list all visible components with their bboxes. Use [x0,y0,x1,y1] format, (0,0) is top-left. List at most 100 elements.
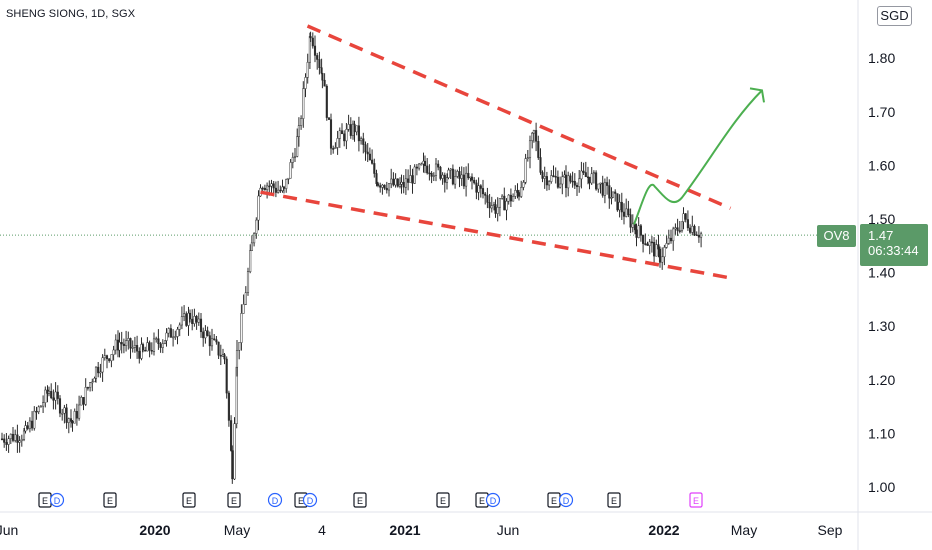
candle-body [524,158,527,183]
candle-body [329,119,333,149]
dividend-marker[interactable]: D [485,492,501,508]
candle-body [580,170,583,180]
candle-body [507,194,510,202]
marker-shape [182,492,196,508]
candle-body [697,235,700,238]
candle-body [152,338,156,352]
candle-body [136,345,139,352]
candle-body [379,185,382,188]
earnings-marker[interactable]: E [38,492,52,508]
dividend-marker[interactable]: D [49,492,65,508]
candle-body [646,243,649,246]
candle-body [52,397,55,401]
candle-body [133,345,136,348]
candle-body [539,157,542,173]
y-tick-label: 1.10 [868,425,895,441]
candle-body [311,37,314,47]
candle-body [413,166,416,184]
earnings-marker[interactable]: E [353,492,367,508]
trend-line-lower[interactable] [260,190,731,280]
candle-body [174,336,177,338]
candle-body [559,183,562,188]
marker-shape [353,492,367,508]
candle-body [669,237,673,242]
candle-body [665,243,668,248]
candle-body [187,312,190,326]
candle-body [650,241,653,244]
earnings-marker[interactable]: E [182,492,196,508]
currency-button[interactable]: SGD [877,6,912,26]
candle-body [498,198,501,208]
candle-body [584,172,587,178]
candle-body [217,341,220,356]
candle-body [255,219,258,234]
candle-body [601,182,604,196]
candle-body [131,347,134,349]
earnings-marker[interactable]: E [103,492,117,508]
candle-body [385,187,388,191]
candle-body [526,157,529,159]
candle-body [197,318,200,323]
candle-body [138,350,141,359]
candle-body [569,175,572,182]
dividend-marker[interactable]: D [302,492,318,508]
x-tick-label: Jun [0,522,18,538]
candle-body [42,402,45,407]
candle-body [332,148,335,150]
candle-body [94,366,98,379]
candle-body [610,197,613,199]
marker-shape [49,492,65,508]
candle-body [678,230,681,232]
candle-body [285,179,288,189]
candle-body [639,225,642,236]
candle-body [402,181,405,188]
x-tick-label: May [731,522,757,538]
candle-body [362,138,365,145]
earnings-marker[interactable]: E [547,492,561,508]
candle-body [447,169,450,178]
candle-body [676,227,679,231]
earnings-marker[interactable]: E [436,492,450,508]
candle-body [390,178,393,185]
candle-body [28,420,31,429]
candle-body [89,382,92,388]
earnings-marker[interactable]: E [607,492,621,508]
candle-body [475,182,478,193]
candle-body [658,248,662,263]
candle-body [99,371,102,374]
candle-body [345,129,348,142]
dividend-marker[interactable]: D [558,492,574,508]
candle-body [242,304,245,314]
candle-body [180,316,183,326]
trend-line-upper[interactable] [306,24,732,210]
candle-body [22,430,26,440]
marker-label: E [611,496,617,506]
candle-body [357,125,360,142]
candle-body [270,183,273,187]
candle-body [644,243,647,245]
candle-body [548,181,551,186]
candle-body [501,195,504,199]
candle-body [122,343,125,346]
candle-body [291,157,294,163]
candle-body [195,316,198,323]
candle-body [467,172,470,179]
earnings-marker[interactable]: E [689,492,703,508]
candle-body [282,186,286,189]
dividend-marker[interactable]: D [267,492,283,508]
candle-body [47,391,51,394]
candle-body [599,182,602,185]
candle-body [165,332,168,341]
candle-body [655,244,658,257]
candle-body [428,172,431,175]
candle-body [633,223,637,231]
projection-arrow[interactable] [633,89,763,225]
marker-shape [607,492,621,508]
candle-body [366,151,369,155]
candle-body [608,185,611,199]
candle-body [618,201,621,211]
earnings-marker[interactable]: E [227,492,241,508]
candle-body [597,183,600,190]
